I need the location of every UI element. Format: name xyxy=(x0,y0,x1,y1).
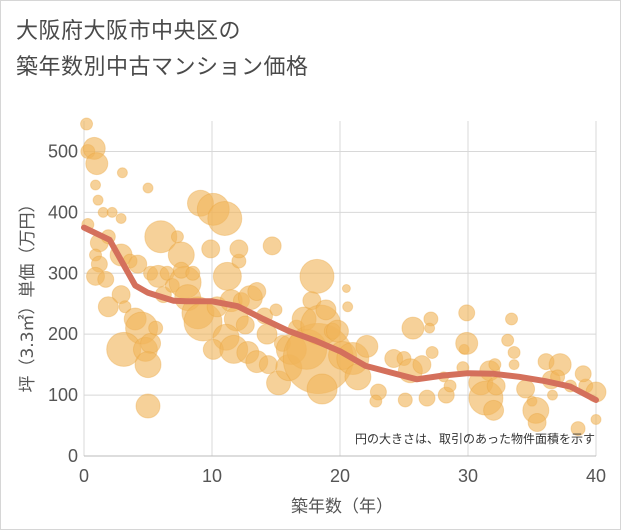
bubble-point xyxy=(315,299,337,321)
y-tick-label: 0 xyxy=(68,446,78,466)
bubble-point xyxy=(483,399,505,421)
bubble-point xyxy=(142,182,154,194)
title-line-1: 大阪府大阪市中央区の xyxy=(16,19,242,44)
y-tick-label: 300 xyxy=(48,263,78,283)
bubble-point xyxy=(258,355,278,375)
bubble-point xyxy=(443,379,457,393)
bubble-point xyxy=(574,365,592,383)
bubble-point xyxy=(115,212,127,224)
size-annotation: 円の大きさは、取引のあった物件面積を示す xyxy=(355,431,595,446)
y-axis-label: 坪（3.3㎡）単価（万円） xyxy=(18,195,38,392)
bubble-point xyxy=(148,320,164,336)
title-line-2: 築年数別中古マンション価格 xyxy=(16,55,309,80)
bubble-point xyxy=(590,413,602,425)
bubble-point xyxy=(201,239,221,259)
bubble-point xyxy=(118,300,132,314)
bubble-point xyxy=(424,322,436,334)
bubble-point xyxy=(341,284,351,293)
chart-title: 大阪府大阪市中央区の 築年数別中古マンション価格 xyxy=(16,14,309,86)
bubble-point xyxy=(342,301,354,313)
bubble-point xyxy=(369,394,383,408)
x-tick-label: 10 xyxy=(202,466,222,486)
bubble-point xyxy=(235,315,255,335)
bubble-point xyxy=(85,152,109,176)
grid-lines xyxy=(83,121,597,457)
bubble-point xyxy=(80,117,94,131)
bubble-point xyxy=(412,355,432,375)
x-tick-label: 30 xyxy=(458,466,478,486)
x-tick-label: 20 xyxy=(330,466,350,486)
bubble-point xyxy=(116,167,128,179)
bubble-point xyxy=(570,421,586,437)
x-axis-label: 築年数（年） xyxy=(291,497,393,517)
bubble-point xyxy=(306,373,338,405)
bubble-point xyxy=(185,265,201,281)
bubble-point xyxy=(170,230,184,244)
y-tick-label: 500 xyxy=(48,141,78,161)
bubble-point xyxy=(212,261,242,291)
bubble-point xyxy=(207,200,243,236)
x-tick-label: 0 xyxy=(79,466,89,486)
bubble-point xyxy=(90,179,102,191)
bubble-point xyxy=(355,334,379,358)
bubble-point xyxy=(262,236,282,256)
y-tick-label: 100 xyxy=(48,385,78,405)
bubble-point xyxy=(135,393,161,419)
bubble-point xyxy=(486,376,506,396)
bubble-point xyxy=(425,345,439,359)
bubble-point xyxy=(455,331,479,355)
y-tick-labels: 0 100 200 300 400 500 xyxy=(48,141,78,466)
bubble-point xyxy=(97,270,115,288)
bubble-point xyxy=(418,389,436,407)
bubble-point xyxy=(527,413,547,432)
bubble-point xyxy=(106,206,118,218)
bubble-point xyxy=(299,258,335,294)
bubble-point xyxy=(325,319,349,343)
y-tick-label: 200 xyxy=(48,324,78,344)
bubble-point xyxy=(128,254,148,274)
bubble-point xyxy=(256,323,278,345)
bubble-point xyxy=(97,296,119,318)
x-tick-labels: 0 10 20 30 40 xyxy=(79,466,606,486)
bubble-point xyxy=(229,239,249,259)
bubble-point xyxy=(501,333,515,347)
y-tick-label: 400 xyxy=(48,202,78,222)
bubble-point xyxy=(92,194,104,206)
bubble-point xyxy=(134,351,162,379)
bubble-point xyxy=(397,392,413,408)
bubble-point xyxy=(401,316,425,340)
bubble-point xyxy=(140,332,162,354)
bubble-point xyxy=(488,358,502,372)
bubble-point xyxy=(458,304,476,322)
bubble-point xyxy=(507,345,521,359)
bubble-point xyxy=(546,389,558,401)
trend-line xyxy=(81,224,599,403)
x-tick-label: 40 xyxy=(586,466,606,486)
bubble-series xyxy=(80,117,607,437)
bubble-point xyxy=(505,312,519,326)
bubble-point xyxy=(269,303,283,317)
bubble-point xyxy=(516,379,536,399)
bubble-point xyxy=(508,359,520,371)
bubble-point xyxy=(247,282,267,302)
